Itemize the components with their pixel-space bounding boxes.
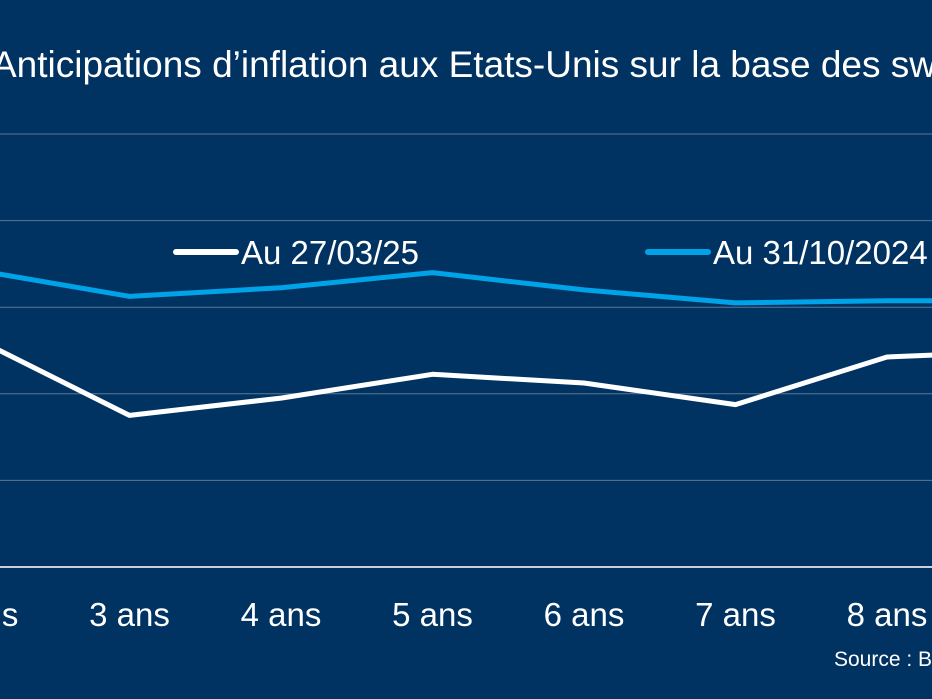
x-tick-label: 3 ans: [89, 596, 170, 633]
x-tick-label: 5 ans: [392, 596, 473, 633]
legend-label: Au 31/10/2024: [713, 234, 928, 271]
x-tick-label: 8 ans: [847, 596, 928, 633]
legend: Au 27/03/25 Au 31/10/2024: [173, 234, 928, 271]
source-note: Source : Bloomberg: [834, 648, 932, 671]
series-line-white: [0, 347, 932, 418]
x-tick-label: 2 ans: [0, 596, 18, 633]
series-line-blue: [0, 270, 932, 306]
x-tick-label: 6 ans: [544, 596, 625, 633]
chart-title: Anticipations d’inflation aux Etats-Unis…: [0, 44, 932, 85]
series-lines: [0, 270, 932, 418]
gridlines: [0, 133, 932, 481]
legend-label: Au 27/03/25: [241, 234, 419, 271]
x-tick-label: 7 ans: [695, 596, 776, 633]
x-tick-label: 4 ans: [241, 596, 322, 633]
